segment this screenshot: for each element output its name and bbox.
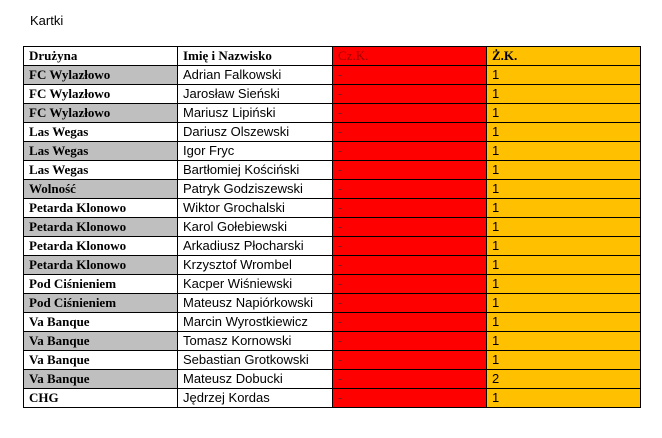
cell-team: Petarda Klonowo bbox=[23, 198, 178, 218]
cell-team: Las Wegas bbox=[23, 122, 178, 142]
cell-player-name: Patryk Godziszewski bbox=[177, 179, 333, 199]
cell-red-cards: - bbox=[332, 65, 487, 85]
table-row: Petarda Klonowo Wiktor Grochalski -1 bbox=[23, 198, 641, 218]
cell-player-name: Kacper Wiśniewski bbox=[177, 274, 333, 294]
cell-yellow-cards: 1 bbox=[486, 198, 641, 218]
cell-yellow-cards: 1 bbox=[486, 217, 641, 237]
cell-player-name: Arkadiusz Płocharski bbox=[177, 236, 333, 256]
header-name: Imię i Nazwisko bbox=[177, 46, 333, 66]
cell-player-name: Mateusz Dobucki bbox=[177, 369, 333, 389]
table-row: Las Wegas Bartłomiej Kościński -1 bbox=[23, 160, 641, 180]
cell-yellow-cards: 1 bbox=[486, 141, 641, 161]
cell-team: FC Wylazłowo bbox=[23, 103, 178, 123]
cell-player-name: Bartłomiej Kościński bbox=[177, 160, 333, 180]
table-row: Va Banque Mateusz Dobucki -2 bbox=[23, 369, 641, 389]
cell-red-cards: - bbox=[332, 388, 487, 408]
cell-red-cards: - bbox=[332, 274, 487, 294]
cell-yellow-cards: 1 bbox=[486, 160, 641, 180]
cell-yellow-cards: 1 bbox=[486, 236, 641, 256]
cell-player-name: Marcin Wyrostkiewicz bbox=[177, 312, 333, 332]
table-row: Va Banque Marcin Wyrostkiewicz -1 bbox=[23, 312, 641, 332]
table-row: Va Banque Sebastian Grotkowski -1 bbox=[23, 350, 641, 370]
cell-yellow-cards: 1 bbox=[486, 255, 641, 275]
cell-red-cards: - bbox=[332, 160, 487, 180]
table-row: Wolność Patryk Godziszewski -1 bbox=[23, 179, 641, 199]
cell-yellow-cards: 1 bbox=[486, 312, 641, 332]
cell-red-cards: - bbox=[332, 217, 487, 237]
table-body: FC Wylazłowo Adrian Falkowski -1 FC Wylazło… bbox=[23, 65, 641, 408]
cell-red-cards: - bbox=[332, 350, 487, 370]
cell-red-cards: - bbox=[332, 293, 487, 313]
cell-yellow-cards: 1 bbox=[486, 274, 641, 294]
cell-player-name: Wiktor Grochalski bbox=[177, 198, 333, 218]
cell-team: Las Wegas bbox=[23, 141, 178, 161]
header-team: Drużyna bbox=[23, 46, 178, 66]
cell-yellow-cards: 1 bbox=[486, 84, 641, 104]
header-red-card: Cz.K. bbox=[332, 46, 487, 66]
cell-red-cards: - bbox=[332, 236, 487, 256]
cell-team: Va Banque bbox=[23, 331, 178, 351]
cell-yellow-cards: 2 bbox=[486, 369, 641, 389]
table-row: Petarda Klonowo Karol Gołebiewski -1 bbox=[23, 217, 641, 237]
cell-red-cards: - bbox=[332, 331, 487, 351]
cell-player-name: Mateusz Napiórkowski bbox=[177, 293, 333, 313]
table-row: Petarda Klonowo Arkadiusz Płocharski -1 bbox=[23, 236, 641, 256]
cell-team: Va Banque bbox=[23, 369, 178, 389]
cell-team: FC Wylazłowo bbox=[23, 65, 178, 85]
cell-player-name: Sebastian Grotkowski bbox=[177, 350, 333, 370]
cell-team: Wolność bbox=[23, 179, 178, 199]
cell-team: Va Banque bbox=[23, 350, 178, 370]
cell-team: Pod Ciśnieniem bbox=[23, 293, 178, 313]
cell-red-cards: - bbox=[332, 141, 487, 161]
table-row: Pod Ciśnieniem Kacper Wiśniewski -1 bbox=[23, 274, 641, 294]
cell-team: CHG bbox=[23, 388, 178, 408]
cell-yellow-cards: 1 bbox=[486, 103, 641, 123]
cell-player-name: Adrian Falkowski bbox=[177, 65, 333, 85]
table-row: FC Wylazłowo Jarosław Sieński -1 bbox=[23, 84, 641, 104]
table-row: FC Wylazłowo Adrian Falkowski -1 bbox=[23, 65, 641, 85]
cell-player-name: Mariusz Lipiński bbox=[177, 103, 333, 123]
cell-team: Petarda Klonowo bbox=[23, 217, 178, 237]
cell-team: Va Banque bbox=[23, 312, 178, 332]
cell-team: Pod Ciśnieniem bbox=[23, 274, 178, 294]
cards-table: Drużyna Imię i Nazwisko Cz.K. Ż.K. FC Wy… bbox=[23, 46, 641, 408]
table-row: Las Wegas Dariusz Olszewski -1 bbox=[23, 122, 641, 142]
cell-yellow-cards: 1 bbox=[486, 122, 641, 142]
cell-red-cards: - bbox=[332, 179, 487, 199]
cell-red-cards: - bbox=[332, 103, 487, 123]
cell-team: Las Wegas bbox=[23, 160, 178, 180]
cell-player-name: Jędrzej Kordas bbox=[177, 388, 333, 408]
cell-player-name: Tomasz Kornowski bbox=[177, 331, 333, 351]
cell-yellow-cards: 1 bbox=[486, 388, 641, 408]
header-yellow-card: Ż.K. bbox=[486, 46, 641, 66]
cell-yellow-cards: 1 bbox=[486, 350, 641, 370]
cell-yellow-cards: 1 bbox=[486, 293, 641, 313]
cell-team: FC Wylazłowo bbox=[23, 84, 178, 104]
cell-yellow-cards: 1 bbox=[486, 65, 641, 85]
page-title: Kartki bbox=[30, 13, 64, 28]
cell-player-name: Krzysztof Wrombel bbox=[177, 255, 333, 275]
cell-player-name: Dariusz Olszewski bbox=[177, 122, 333, 142]
cell-player-name: Jarosław Sieński bbox=[177, 84, 333, 104]
cell-red-cards: - bbox=[332, 369, 487, 389]
cell-red-cards: - bbox=[332, 255, 487, 275]
cell-red-cards: - bbox=[332, 122, 487, 142]
table-row: Pod Ciśnieniem Mateusz Napiórkowski -1 bbox=[23, 293, 641, 313]
cell-red-cards: - bbox=[332, 312, 487, 332]
table-row: Va Banque Tomasz Kornowski -1 bbox=[23, 331, 641, 351]
table-row: FC Wylazłowo Mariusz Lipiński -1 bbox=[23, 103, 641, 123]
cell-team: Petarda Klonowo bbox=[23, 255, 178, 275]
cell-player-name: Karol Gołebiewski bbox=[177, 217, 333, 237]
cell-yellow-cards: 1 bbox=[486, 331, 641, 351]
cell-red-cards: - bbox=[332, 84, 487, 104]
table-row: Las Wegas Igor Fryc -1 bbox=[23, 141, 641, 161]
table-header-row: Drużyna Imię i Nazwisko Cz.K. Ż.K. bbox=[23, 46, 641, 66]
cell-team: Petarda Klonowo bbox=[23, 236, 178, 256]
cell-red-cards: - bbox=[332, 198, 487, 218]
table-row: CHG Jędrzej Kordas -1 bbox=[23, 388, 641, 408]
cell-yellow-cards: 1 bbox=[486, 179, 641, 199]
table-row: Petarda Klonowo Krzysztof Wrombel -1 bbox=[23, 255, 641, 275]
cell-player-name: Igor Fryc bbox=[177, 141, 333, 161]
